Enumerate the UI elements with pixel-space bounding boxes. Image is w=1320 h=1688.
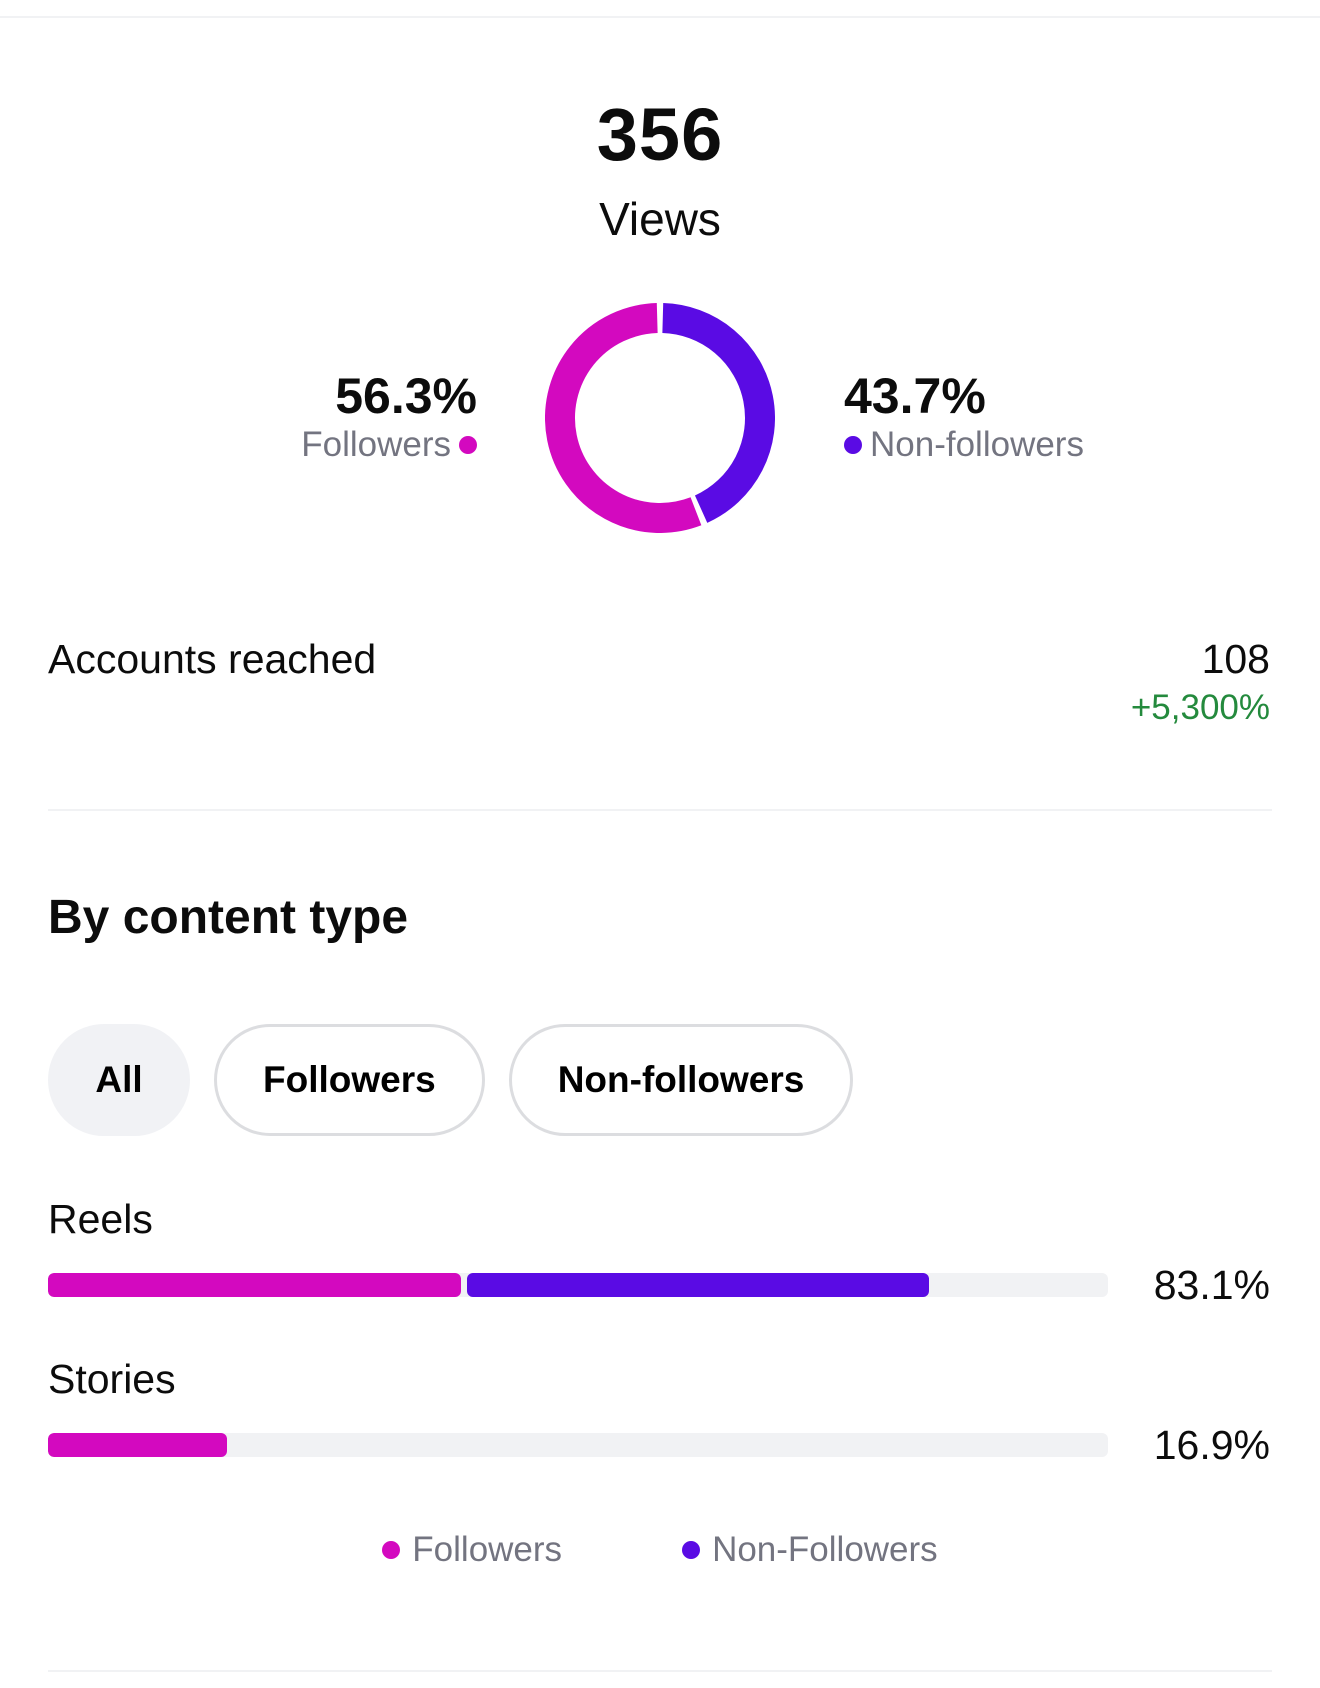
donut-non-followers-slice <box>662 303 775 523</box>
non-followers-stat-label-row: Non-followers <box>844 422 1084 468</box>
legend-non-followers-label: Non-Followers <box>712 1530 938 1569</box>
content-type-legend: Followers Non-Followers <box>0 1530 1320 1570</box>
content-type-filters: All Followers Non-followers <box>48 1024 854 1136</box>
donut-followers-slice <box>545 303 702 533</box>
content-type-title: By content type <box>48 891 409 944</box>
filter-non-followers-chip[interactable]: Non-followers <box>508 1024 854 1136</box>
section-divider <box>48 809 1272 811</box>
reels-value: 83.1% <box>1153 1262 1270 1308</box>
filter-all-chip[interactable]: All <box>48 1024 190 1136</box>
followers-stat-label: Followers <box>301 425 451 464</box>
followers-stat-label-row: Followers <box>301 422 477 468</box>
non-followers-stat: 43.7% Non-followers <box>844 370 1084 468</box>
legend-followers-dot-icon <box>382 1541 401 1559</box>
reels-followers-bar <box>48 1273 462 1297</box>
followers-dot-icon <box>459 436 477 454</box>
stories-label: Stories <box>48 1356 176 1402</box>
followers-percent: 56.3% <box>335 368 477 424</box>
legend-non-followers-dot-icon <box>682 1541 701 1559</box>
views-total: 356 <box>596 93 724 176</box>
stories-bar-track <box>48 1433 1108 1457</box>
non-followers-dot-icon <box>844 436 862 454</box>
bottom-divider <box>48 1670 1272 1672</box>
reels-bar-track <box>48 1273 1108 1297</box>
filter-followers-chip[interactable]: Followers <box>214 1024 485 1136</box>
accounts-reached-change: +5,300% <box>1130 688 1270 727</box>
legend-non-followers: Non-Followers <box>682 1530 938 1570</box>
views-donut-chart <box>545 303 775 533</box>
accounts-reached-label: Accounts reached <box>48 636 377 682</box>
stories-value: 16.9% <box>1153 1422 1270 1468</box>
legend-followers: Followers <box>382 1530 562 1570</box>
reels-label: Reels <box>48 1196 153 1242</box>
reels-non-followers-bar <box>467 1273 929 1297</box>
views-label: Views <box>599 193 721 245</box>
stories-followers-bar <box>48 1433 228 1457</box>
non-followers-stat-label: Non-followers <box>870 425 1084 464</box>
non-followers-percent: 43.7% <box>844 368 986 424</box>
top-divider <box>0 16 1320 18</box>
legend-followers-label: Followers <box>412 1530 563 1569</box>
accounts-reached-value: 108 <box>1201 636 1270 682</box>
followers-stat: 56.3% Followers <box>301 370 477 468</box>
